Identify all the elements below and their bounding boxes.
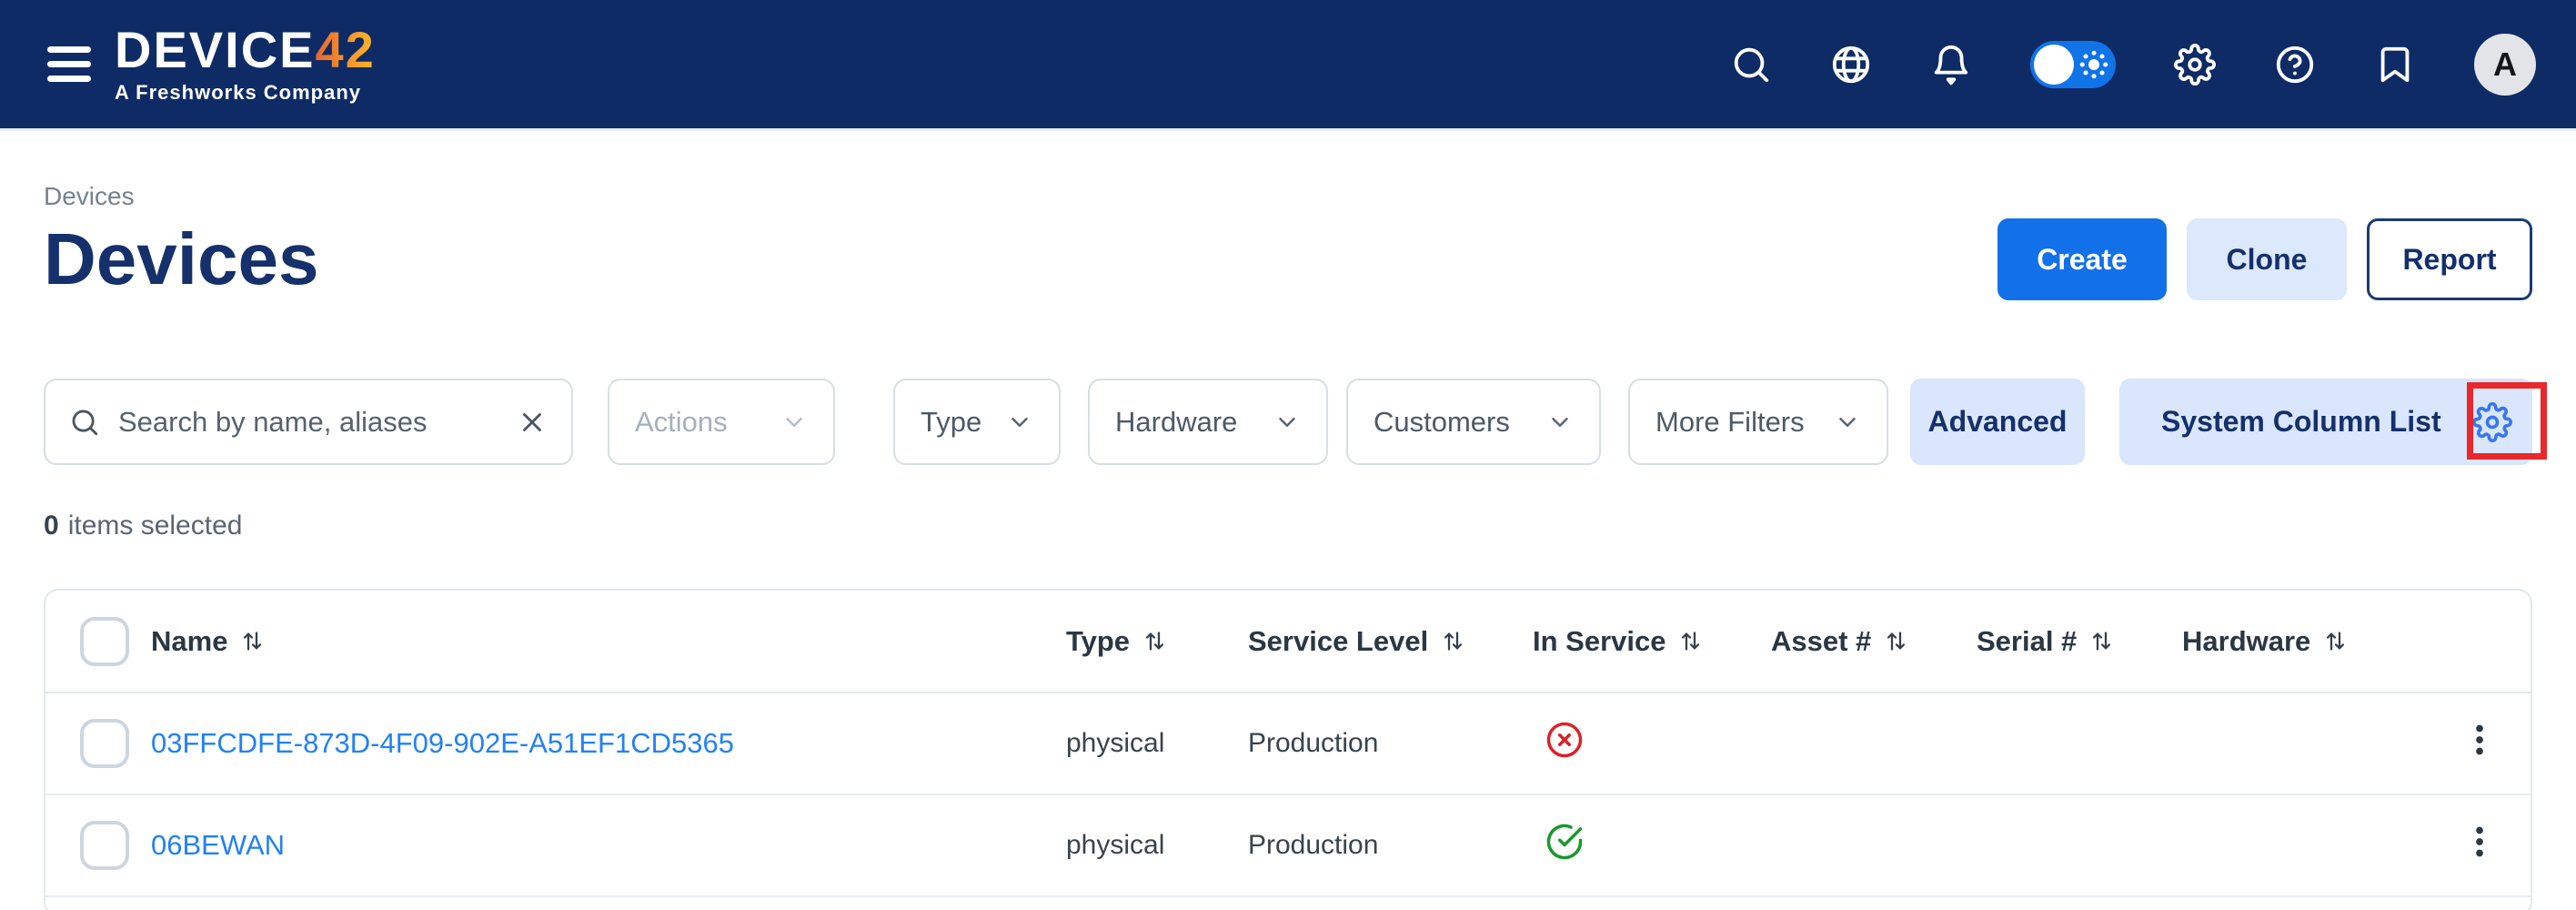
chevron-down-icon [1839,417,1856,427]
clear-search-icon[interactable] [517,407,548,438]
report-button[interactable]: Report [2367,218,2532,300]
devices-table: Name Type Service Level In Service [44,589,2532,910]
search-icon[interactable] [1730,44,1772,86]
row-menu-kebab-icon[interactable] [2461,822,2498,862]
clone-button[interactable]: Clone [2187,218,2347,300]
table-row: 03FFCDFE-873D-4F09-902E-A51EF1CD5365 phy… [45,693,2531,795]
table-row: 06BEWAN physical Production [45,795,2531,897]
sun-icon [2079,50,2108,78]
filter-bar: Actions Type Hardware Customers More Fil… [44,379,2547,465]
device-name-link[interactable]: 06BEWAN [151,829,286,861]
sort-icon[interactable] [1678,629,1703,653]
chevron-down-icon [1552,417,1568,427]
sort-icon[interactable] [2323,629,2348,653]
navbar-icons: A [1730,33,2536,96]
device-type: physical [1066,728,1165,758]
device-service-level: Production [1248,728,1379,758]
theme-toggle[interactable] [2030,40,2116,88]
chevron-down-icon [786,417,802,427]
selection-label: items selected [67,511,243,541]
hardware-filter-dropdown[interactable]: Hardware [1088,379,1328,465]
device42-logo[interactable]: DEVICE42 A Freshworks Company [115,20,376,105]
selection-count: 0 [44,511,59,541]
notifications-bell-icon[interactable] [1930,44,1972,86]
actions-dropdown-label: Actions [635,405,728,438]
search-box[interactable] [44,379,573,465]
advanced-button[interactable]: Advanced [1910,379,2085,465]
more-filters-dropdown[interactable]: More Filters [1628,379,1888,465]
actions-dropdown[interactable]: Actions [608,379,835,465]
in-service-yes-icon [1546,824,1583,860]
customers-filter-dropdown[interactable]: Customers [1346,379,1601,465]
sort-icon[interactable] [1884,629,1908,653]
column-header-in-service[interactable]: In Service [1533,625,1771,658]
hamburger-menu-icon[interactable] [47,46,91,82]
type-filter-dropdown[interactable]: Type [893,379,1061,465]
sort-icon[interactable] [240,629,265,653]
logo-tagline: A Freshworks Company [115,80,362,104]
more-filters-label: More Filters [1655,405,1805,438]
main-content: Devices Devices Create Clone Report Acti… [0,182,2576,910]
device-type: physical [1066,830,1165,860]
settings-gear-icon[interactable] [2174,43,2216,86]
column-settings-gear-icon[interactable] [2472,401,2512,442]
row-checkbox[interactable] [80,719,129,768]
create-button[interactable]: Create [1997,218,2167,300]
column-header-serial-number[interactable]: Serial # [1977,625,2182,658]
type-filter-label: Type [921,405,982,438]
sort-icon[interactable] [2089,629,2114,653]
column-header-hardware[interactable]: Hardware [2182,625,2410,658]
device-name-link[interactable]: 03FFCDFE-873D-4F09-902E-A51EF1CD5365 [151,727,734,759]
hardware-filter-label: Hardware [1115,405,1238,438]
chevron-down-icon [1011,417,1028,427]
help-icon[interactable] [2274,44,2316,86]
row-checkbox[interactable] [80,821,129,870]
user-avatar[interactable]: A [2474,33,2536,96]
table-header-row: Name Type Service Level In Service [45,591,2531,693]
logo-text: DEVICE42 [115,20,376,78]
column-header-name[interactable]: Name [151,625,1066,658]
search-input[interactable] [118,405,498,439]
sort-icon[interactable] [1441,629,1465,653]
chevron-down-icon [1279,417,1295,427]
system-column-list-button[interactable]: System Column List [2119,379,2547,465]
breadcrumb[interactable]: Devices [44,182,135,210]
toggle-knob [2034,44,2074,85]
page-title: Devices [44,218,319,299]
top-navbar: DEVICE42 A Freshworks Company [0,0,2576,131]
sort-icon[interactable] [1142,629,1167,653]
column-header-asset-number[interactable]: Asset # [1771,625,1977,658]
bookmark-icon[interactable] [2374,44,2416,86]
column-header-type[interactable]: Type [1066,625,1248,658]
page-actions: Create Clone Report [1997,218,2532,300]
column-header-service-level[interactable]: Service Level [1248,625,1533,658]
search-icon [72,410,98,435]
avatar-initial: A [2493,45,2517,83]
select-all-checkbox[interactable] [80,616,129,666]
in-service-no-icon [1546,722,1583,758]
globe-icon[interactable] [1830,44,1872,86]
customers-filter-label: Customers [1374,405,1510,438]
row-menu-kebab-icon[interactable] [2461,720,2498,760]
system-column-list-label: System Column List [2161,405,2441,438]
device-service-level: Production [1248,830,1379,860]
selection-summary: 0 items selected [44,511,2532,541]
